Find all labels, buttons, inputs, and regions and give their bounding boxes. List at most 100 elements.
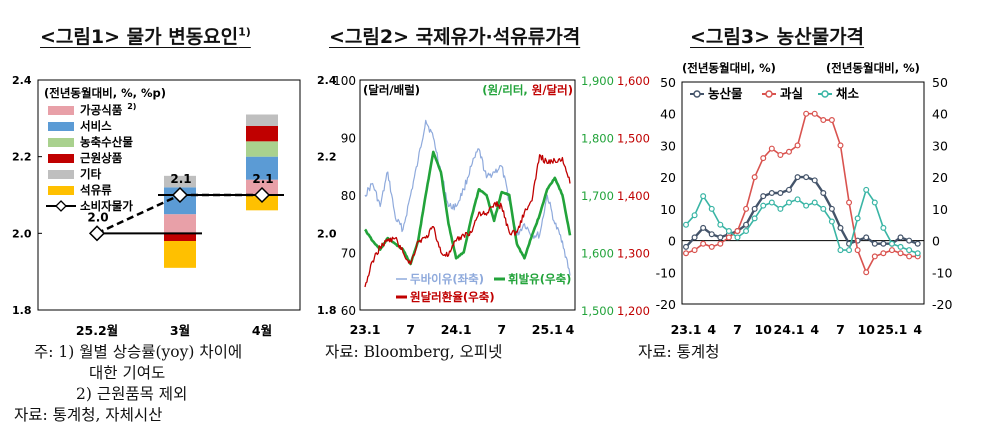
series-line xyxy=(685,112,918,275)
x-tick-label: 7 xyxy=(406,322,415,337)
series-point xyxy=(871,199,878,206)
series-line xyxy=(364,150,572,266)
series-point xyxy=(897,243,904,250)
bar-segment xyxy=(164,241,196,268)
cpi-data-label: 2.1 xyxy=(170,172,191,186)
series-point xyxy=(914,250,921,257)
series-point xyxy=(906,253,913,260)
cpi-data-label: 2.1 xyxy=(252,172,273,186)
figure2-source: 자료: Bloomberg, 오피넷 xyxy=(325,343,503,361)
series-point xyxy=(743,205,750,212)
series-point xyxy=(691,247,698,254)
series-point xyxy=(794,174,801,181)
x-tick-label: 4 xyxy=(566,322,575,337)
series-point xyxy=(734,234,741,241)
series-point xyxy=(828,117,835,124)
x-tick-label: 24.1 xyxy=(774,322,805,337)
y-tick-label: 80 xyxy=(341,189,356,203)
outer-tick-label: 2.4 xyxy=(317,74,337,87)
series-point xyxy=(743,228,750,235)
series-point xyxy=(717,240,724,247)
figure1-source: 자료: 통계청, 자체시산 xyxy=(14,406,163,424)
legend-label: 가공식품 xyxy=(80,103,123,117)
series-point xyxy=(880,240,887,247)
cpi-line xyxy=(96,193,181,235)
cpi-point xyxy=(88,225,106,242)
y2-tick-label: 1,500 xyxy=(581,304,614,318)
figure1-note2: 2) 근원품목 제외 xyxy=(76,385,188,403)
outer-tick-label: 2.2 xyxy=(317,151,337,164)
x-tick-label: 4 xyxy=(913,322,922,337)
bar-segment xyxy=(246,156,278,180)
series-point xyxy=(871,240,878,247)
y2-tick-label: 40 xyxy=(932,107,948,122)
series-point xyxy=(803,174,810,181)
right-unit-red: 원/달러 xyxy=(532,83,568,97)
legend-label: 기타 xyxy=(80,167,102,181)
figure3-title: <그림3> 농산물가격 xyxy=(690,26,865,48)
bar-segment xyxy=(246,126,278,142)
series-point xyxy=(811,110,818,117)
legend-label: 채소 xyxy=(836,86,860,101)
series-point xyxy=(906,247,913,254)
series-point xyxy=(897,234,904,241)
series-point xyxy=(871,253,878,260)
right-unit-label: (원/리터, 원/달러) xyxy=(482,83,573,97)
y-tick-label: 90 xyxy=(341,132,356,146)
series-point xyxy=(708,243,715,250)
y3-tick-label: 1,400 xyxy=(617,189,650,203)
series-point xyxy=(803,202,810,209)
series-point xyxy=(700,224,707,231)
series-point xyxy=(888,240,895,247)
series-point xyxy=(811,177,818,184)
y-tick-label: 2.0 xyxy=(12,227,32,240)
y2-tick-label: 50 xyxy=(932,75,948,90)
y-tick-label: 20 xyxy=(660,170,676,185)
series-point xyxy=(760,193,767,200)
series-point xyxy=(768,145,775,152)
series-point xyxy=(708,231,715,238)
series-point xyxy=(725,234,732,241)
legend-marker xyxy=(765,90,773,98)
series-point xyxy=(846,247,853,254)
series-point xyxy=(794,196,801,203)
x-tick-label: 4 xyxy=(707,322,716,337)
y-tick-label: 30 xyxy=(660,138,676,153)
legend-label: 휘발유(우축) xyxy=(508,272,571,286)
series-point xyxy=(777,205,784,212)
figure1-chart: 1.8 2.0 2.2 2.4 (전년동월대비, %, %p) 25.2월 3월 4월 2.0 2… xyxy=(12,74,301,338)
cpi-point xyxy=(171,186,189,204)
y-tick-label: 0 xyxy=(668,234,676,249)
x-tick-label: 25.2월 xyxy=(76,323,118,338)
series-point xyxy=(794,142,801,149)
series-point xyxy=(811,199,818,206)
series-point xyxy=(854,215,861,222)
x-tick-label: 23.1 xyxy=(671,322,702,337)
y3-tick-label: 1,500 xyxy=(617,132,650,146)
series-point xyxy=(785,186,792,193)
legend-marker xyxy=(55,200,67,212)
series-point xyxy=(828,218,835,225)
series-point xyxy=(708,205,715,212)
legend-marker xyxy=(821,90,829,98)
series-point xyxy=(768,190,775,197)
x-tick-label: 4월 xyxy=(252,323,272,338)
x-tick-label: 23.1 xyxy=(350,322,381,337)
series-point xyxy=(751,174,758,181)
series-point xyxy=(751,205,758,212)
series-point xyxy=(682,243,689,250)
bar-segment xyxy=(164,233,196,241)
series-point xyxy=(777,190,784,197)
legend-label: 소비자물가 xyxy=(80,199,133,213)
series-point xyxy=(820,117,827,124)
outer-tick-label: 1.8 xyxy=(317,304,337,317)
series-point xyxy=(682,221,689,228)
series-point xyxy=(734,228,741,235)
y2-tick-label: 10 xyxy=(932,202,948,217)
legend-swatch xyxy=(48,154,74,163)
y2-tick-label: -20 xyxy=(932,297,952,312)
x-tick-label: 25.1 xyxy=(877,322,908,337)
series-point xyxy=(863,234,870,241)
legend-swatch xyxy=(48,106,74,115)
legend-marker xyxy=(693,90,701,98)
